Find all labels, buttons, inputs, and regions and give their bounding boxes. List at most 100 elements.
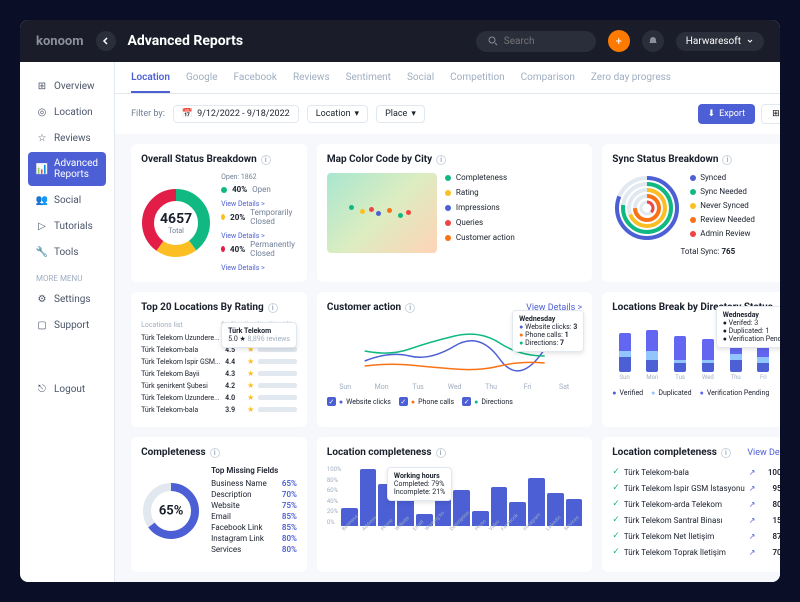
tab-sentiment[interactable]: Sentiment	[346, 72, 391, 93]
location-completeness-row[interactable]: ✓Türk Telekom Net İletişim↗87%	[612, 530, 780, 542]
sidebar-item-social[interactable]: 👥Social	[28, 188, 106, 212]
sidebar-item-tools[interactable]: 🔧Tools	[28, 240, 106, 264]
completeness-card: Completenessi 65% Top Missing Fields Bus…	[131, 437, 307, 572]
top20-tooltip: Türk Telekom5.0 ★ 8,896 reviews	[221, 322, 297, 348]
sidebar-item-advanced-reports[interactable]: 📊Advanced Reports	[28, 152, 106, 186]
logo: konoom	[36, 34, 84, 49]
sync-status-card: Sync Status Breakdowni	[602, 144, 780, 282]
series-checkbox[interactable]: ✓● Website clicks	[327, 397, 391, 406]
map-color-card: Map Color Code by Cityi	[317, 144, 592, 282]
tab-zero-day-progress[interactable]: Zero day progress	[591, 72, 671, 93]
external-link-icon[interactable]: ↗	[749, 484, 756, 493]
location-row[interactable]: Türk şenirkent Şubesi4.2★	[141, 381, 297, 390]
sidebar: ⊞Overview◎Location☆Reviews📊Advanced Repo…	[20, 62, 115, 582]
external-link-icon[interactable]: ↗	[749, 532, 756, 541]
info-icon[interactable]: i	[405, 303, 415, 313]
sidebar-item-reviews[interactable]: ☆Reviews	[28, 126, 106, 150]
legend-item: 20%Temporarily Closed	[221, 208, 297, 226]
info-icon[interactable]: i	[721, 448, 731, 458]
location-row[interactable]: Türk Telekom Uzundere...4.0★	[141, 393, 297, 402]
info-icon[interactable]: i	[722, 155, 732, 165]
view-details-link[interactable]: View Details >	[747, 448, 780, 458]
customer-tooltip: Wednesday ● Website clicks: 3● Phone cal…	[512, 310, 584, 352]
logout-button[interactable]: ⎋ Logout	[28, 377, 106, 401]
grid-icon: ⊞	[36, 80, 48, 92]
external-link-icon[interactable]: ↗	[749, 548, 756, 557]
sidebar-item-settings[interactable]: ⚙Settings	[28, 287, 106, 311]
search-input[interactable]	[504, 36, 584, 47]
date-filter[interactable]: 📅 9/12/2022 - 9/18/2022	[173, 105, 299, 123]
gear-icon: ⚙	[36, 293, 48, 305]
legend-item: Queries	[445, 218, 582, 227]
info-icon[interactable]: i	[261, 155, 271, 165]
legend-item: Rating	[445, 188, 582, 197]
map-image[interactable]	[327, 173, 437, 253]
external-link-icon[interactable]: ↗	[749, 500, 756, 509]
view-details-link[interactable]: View Details >	[221, 200, 297, 208]
series-checkbox[interactable]: ✓● Phone calls	[399, 397, 454, 406]
bar-column: Tus	[668, 336, 693, 381]
sidebar-item-tutorials[interactable]: ▷Tutorials	[28, 214, 106, 238]
tab-comparison[interactable]: Comparison	[521, 72, 575, 93]
sidebar-item-support[interactable]: ▢Support	[28, 313, 106, 337]
info-icon[interactable]: i	[436, 155, 446, 165]
customer-action-card: Customer actioniView Details > SunMonTus…	[317, 292, 592, 427]
legend-item: Completeness	[445, 173, 582, 182]
bar-column: Mon	[640, 330, 665, 381]
export-button[interactable]: ⬇ Export	[698, 104, 756, 124]
location-filter[interactable]: Location ▾	[307, 105, 368, 123]
location-completeness-row[interactable]: ✓Türk Telekom İspir GSM İstasyonu↗95%	[612, 482, 780, 494]
info-icon[interactable]: i	[268, 303, 278, 313]
profile-menu[interactable]: Harwaresoft	[676, 32, 764, 51]
topbar: konoom Advanced Reports + Harwaresoft	[20, 20, 780, 62]
print-button[interactable]: ⊞ Print	[761, 104, 780, 124]
tab-google[interactable]: Google	[186, 72, 218, 93]
missing-field-row: Business Name65%	[211, 479, 297, 488]
dirstatus-tooltip: Wednesday ● Verifed: 3● Duplicated: 1● V…	[716, 306, 780, 348]
directory-status-card: Locations Break by Directory Status SunM…	[602, 292, 780, 427]
notifications-button[interactable]	[642, 30, 664, 52]
missing-field-row: Services80%	[211, 545, 297, 554]
location-row[interactable]: Türk Telekom Bayii4.3★	[141, 369, 297, 378]
tab-social[interactable]: Social	[407, 72, 434, 93]
external-link-icon[interactable]: ↗	[749, 468, 756, 477]
info-icon[interactable]: i	[210, 448, 220, 458]
app-window: konoom Advanced Reports + Harwaresoft ⊞O…	[20, 20, 780, 582]
location-row[interactable]: Türk Telekom-bala3.9★	[141, 405, 297, 414]
users-icon: 👥	[36, 194, 48, 206]
tab-reviews[interactable]: Reviews	[293, 72, 330, 93]
info-icon[interactable]: i	[436, 448, 446, 458]
tab-location[interactable]: Location	[131, 72, 170, 93]
completeness-donut: 65%	[141, 481, 201, 541]
location-completeness-row[interactable]: ✓Türk Telekom Toprak İletişim↗70%	[612, 546, 780, 558]
sidebar-item-location[interactable]: ◎Location	[28, 100, 106, 124]
location-completeness-chart-card: Location completenessi 100%80%60%40%20%0…	[317, 437, 592, 572]
series-checkbox[interactable]: ✓● Directions	[462, 397, 513, 406]
back-button[interactable]	[96, 31, 116, 51]
add-button[interactable]: +	[608, 30, 630, 52]
sync-legend-item: Synced81%	[690, 173, 780, 182]
missing-field-row: Instagram Link80%	[211, 534, 297, 543]
pin-icon: ◎	[36, 106, 48, 118]
missing-field-row: Website75%	[211, 501, 297, 510]
chevron-down-icon	[746, 37, 754, 45]
location-completeness-row[interactable]: ✓Türk Telekom-arda Telekom↗80%	[612, 498, 780, 510]
location-completeness-row[interactable]: ✓Türk Telekom Santral Binası↗15%	[612, 514, 780, 526]
place-filter[interactable]: Place ▾	[376, 105, 425, 123]
search-icon	[488, 36, 498, 46]
view-details-link[interactable]: View Details >	[221, 232, 297, 240]
logout-icon: ⎋	[36, 383, 48, 395]
overall-donut: 4657Total	[141, 188, 211, 258]
search-box[interactable]	[476, 31, 596, 52]
tab-competition[interactable]: Competition	[450, 72, 505, 93]
page-title: Advanced Reports	[128, 33, 464, 49]
tab-facebook[interactable]: Facebook	[234, 72, 277, 93]
location-completeness-row[interactable]: ✓Türk Telekom-bala↗100%	[612, 466, 780, 478]
sidebar-item-overview[interactable]: ⊞Overview	[28, 74, 106, 98]
sync-chart	[612, 173, 682, 243]
missing-field-row: Description70%	[211, 490, 297, 499]
missing-field-row: Facebook Link85%	[211, 523, 297, 532]
location-row[interactable]: Türk Telekom İspir GSM...4.4★	[141, 357, 297, 366]
external-link-icon[interactable]: ↗	[749, 516, 756, 525]
view-details-link[interactable]: View Details >	[221, 264, 297, 272]
